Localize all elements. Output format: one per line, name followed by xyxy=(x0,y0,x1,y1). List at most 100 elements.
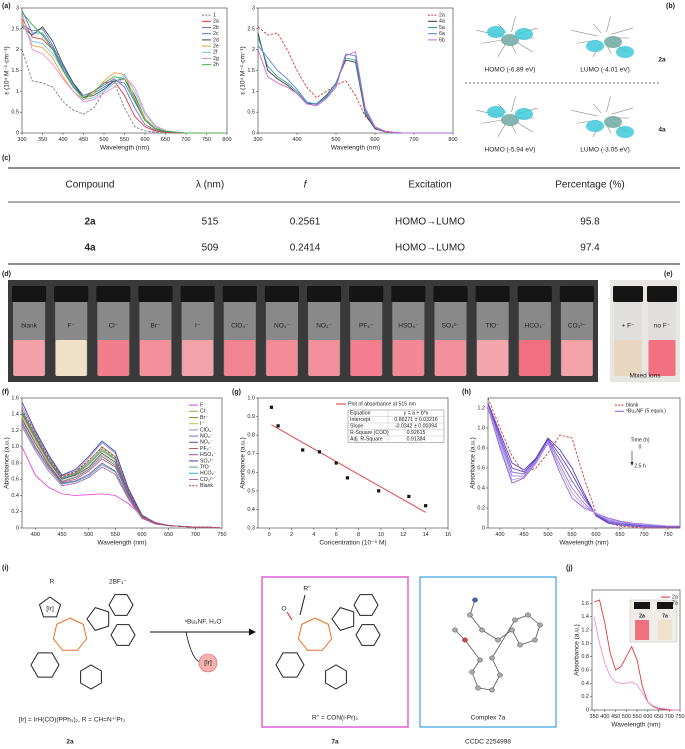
legend-label: F⁻ xyxy=(200,402,206,408)
table-header: λ (nm) xyxy=(196,180,224,191)
x-tick-label: 600 xyxy=(643,714,652,720)
y-tick-label: 1.2 xyxy=(581,627,589,633)
legend-label: NO₂⁻ xyxy=(200,440,213,446)
vial-label: I⁻ xyxy=(195,323,201,330)
plot-frame xyxy=(257,7,454,134)
annotation-arrow-head xyxy=(630,462,634,466)
data-point xyxy=(424,504,428,508)
seven-ring xyxy=(297,617,333,651)
table-cell: 515 xyxy=(202,217,219,228)
series-line xyxy=(21,9,227,134)
y-tick-label: 0.2 xyxy=(477,505,485,511)
x-tick-label: 450 xyxy=(611,714,620,720)
inset-label: 7a xyxy=(662,613,668,619)
series-line xyxy=(21,26,227,134)
scheme-text: ⁿBu₄NF, H₂O xyxy=(185,619,222,626)
data-point xyxy=(317,450,322,454)
series-line xyxy=(487,407,680,527)
series-line xyxy=(487,404,680,527)
legend-label: 1 xyxy=(213,12,216,18)
y-tick-label: 0.5 xyxy=(247,488,255,494)
legend-label: ClO₄⁻ xyxy=(200,427,214,433)
vial-liquid xyxy=(614,340,642,376)
vial-cap xyxy=(12,286,47,302)
ortep-atom xyxy=(495,637,501,643)
vial-liquid xyxy=(635,620,649,640)
y-tick-label: 0.5 xyxy=(247,110,255,116)
x-tick-label: 0 xyxy=(268,532,271,538)
y-tick-label: 1.0 xyxy=(11,444,19,450)
y-tick-label: 1.0 xyxy=(581,641,589,647)
series-line xyxy=(487,405,680,527)
vial-label: blank xyxy=(21,323,37,330)
legend-label: 2b xyxy=(213,25,219,31)
y-tick-label: 2.5 xyxy=(247,26,255,32)
ortep-bond xyxy=(469,599,476,616)
fit-table-key: Intercept xyxy=(350,417,371,423)
y-tick-label: 0.4 xyxy=(477,485,485,491)
y-tick-label: 0.3 xyxy=(247,525,255,531)
x-tick-label: 500 xyxy=(84,532,93,538)
orbital-lobe xyxy=(616,46,634,58)
x-tick-label: 750 xyxy=(202,137,211,143)
x-tick-label: 500 xyxy=(543,532,552,538)
compound-label: 4a xyxy=(658,127,666,134)
y-tick-label: 0 xyxy=(16,130,19,136)
crystal-box xyxy=(419,576,557,728)
scheme-text: 7a xyxy=(331,739,339,746)
x-tick-label: 300 xyxy=(17,137,26,143)
x-tick-label: 300 xyxy=(253,137,262,143)
molecule-bond xyxy=(611,107,634,115)
x-tick-label: 350 xyxy=(590,714,599,720)
y-tick-label: 0.6 xyxy=(11,477,19,483)
vial-cap xyxy=(613,286,643,302)
legend-label: I⁻ xyxy=(200,421,204,427)
ortep-bond xyxy=(469,614,483,631)
legend-label: 2h xyxy=(213,62,219,68)
ortep-atom xyxy=(489,687,495,693)
molecule-bond xyxy=(497,43,507,58)
x-tick-label: 700 xyxy=(191,532,200,538)
data-point xyxy=(377,489,381,493)
x-tick-label: 550 xyxy=(111,532,120,538)
x-tick-label: 750 xyxy=(663,532,672,538)
fit-table-key: Adj. R-Square xyxy=(350,437,383,443)
series-line xyxy=(487,397,680,529)
vial-liquid xyxy=(658,620,672,640)
plot-frame xyxy=(591,589,681,711)
y-tick-label: 0.5 xyxy=(11,110,19,116)
vial-liquid xyxy=(266,340,298,376)
table-cell: 97.4 xyxy=(580,243,600,254)
panel-label: (j) xyxy=(566,565,573,572)
scheme-text: CCDC 2254998 xyxy=(465,739,511,746)
ortep-atom xyxy=(477,657,483,663)
scheme-text: R xyxy=(50,579,55,586)
y-tick-label: 0.2 xyxy=(581,694,589,700)
ortep-bond xyxy=(497,629,513,641)
x-tick-label: 600 xyxy=(370,137,379,143)
ortep-atom xyxy=(525,612,531,618)
ortep-bond xyxy=(464,639,481,661)
panel-label: (f) xyxy=(2,389,9,396)
ortep-atom xyxy=(517,642,523,648)
y-tick-label: 0.4 xyxy=(247,507,255,513)
series-line xyxy=(257,49,453,134)
orbital-lobe xyxy=(604,36,622,48)
table-cell: HOMO→LUMO xyxy=(395,217,465,228)
x-tick-label: 4 xyxy=(312,532,315,538)
y-tick-label: 1.0 xyxy=(477,425,485,431)
x-tick-label: 400 xyxy=(600,714,609,720)
vial-cap xyxy=(349,286,384,302)
legend-label: Cl⁻ xyxy=(200,409,208,415)
orbital-lobe xyxy=(487,106,505,118)
panel-label: (c) xyxy=(2,155,11,162)
y-tick-label: 0.6 xyxy=(247,470,255,476)
legend-label: SO₄²⁻ xyxy=(200,458,214,464)
vial-cap xyxy=(222,286,257,302)
orbital-lobe xyxy=(515,28,533,40)
y-tick-label: 1 xyxy=(252,89,255,95)
table-header: f xyxy=(304,180,308,191)
benzene-ring xyxy=(275,652,305,678)
y-tick-label: 2 xyxy=(16,47,19,53)
curved-arrow xyxy=(185,631,201,663)
